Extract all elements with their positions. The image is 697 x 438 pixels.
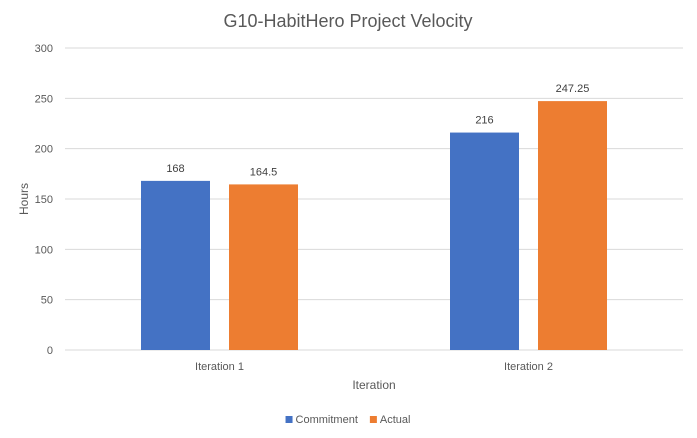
data-label: 168 xyxy=(166,163,184,175)
legend: Commitment Actual xyxy=(285,414,411,426)
bar-actual-1 xyxy=(229,184,298,350)
y-tick-label: 100 xyxy=(35,244,53,256)
x-tick-label: Iteration 1 xyxy=(195,361,244,373)
bar-actual-2 xyxy=(538,101,607,350)
chart-title: G10-HabitHero Project Velocity xyxy=(223,11,472,31)
legend-label: Actual xyxy=(380,414,411,426)
data-label: 216 xyxy=(475,115,493,127)
bar-commitment-2 xyxy=(450,132,519,350)
bars xyxy=(141,101,607,350)
bar-commitment-1 xyxy=(141,180,210,350)
y-tick-label: 250 xyxy=(35,93,53,105)
legend-swatch xyxy=(369,416,377,423)
legend-label: Commitment xyxy=(296,414,358,426)
y-axis-ticks: 0 50 100 150 200 250 300 xyxy=(35,43,53,357)
data-label: 247.25 xyxy=(556,83,590,95)
y-axis-title: Hours xyxy=(17,183,31,215)
y-tick-label: 150 xyxy=(35,194,53,206)
y-tick-label: 300 xyxy=(35,43,53,55)
x-axis-ticks: Iteration 1 Iteration 2 xyxy=(195,361,553,373)
y-tick-label: 200 xyxy=(35,144,53,156)
legend-swatch xyxy=(285,416,293,423)
x-tick-label: Iteration 2 xyxy=(504,361,553,373)
data-labels: 168 164.5 216 247.25 xyxy=(166,83,589,178)
data-label: 164.5 xyxy=(250,166,278,178)
y-tick-label: 0 xyxy=(47,345,53,357)
legend-item-commitment: Commitment xyxy=(285,414,358,426)
legend-item-actual: Actual xyxy=(369,414,411,426)
y-tick-label: 50 xyxy=(41,295,53,307)
x-axis-title: Iteration xyxy=(352,378,395,392)
